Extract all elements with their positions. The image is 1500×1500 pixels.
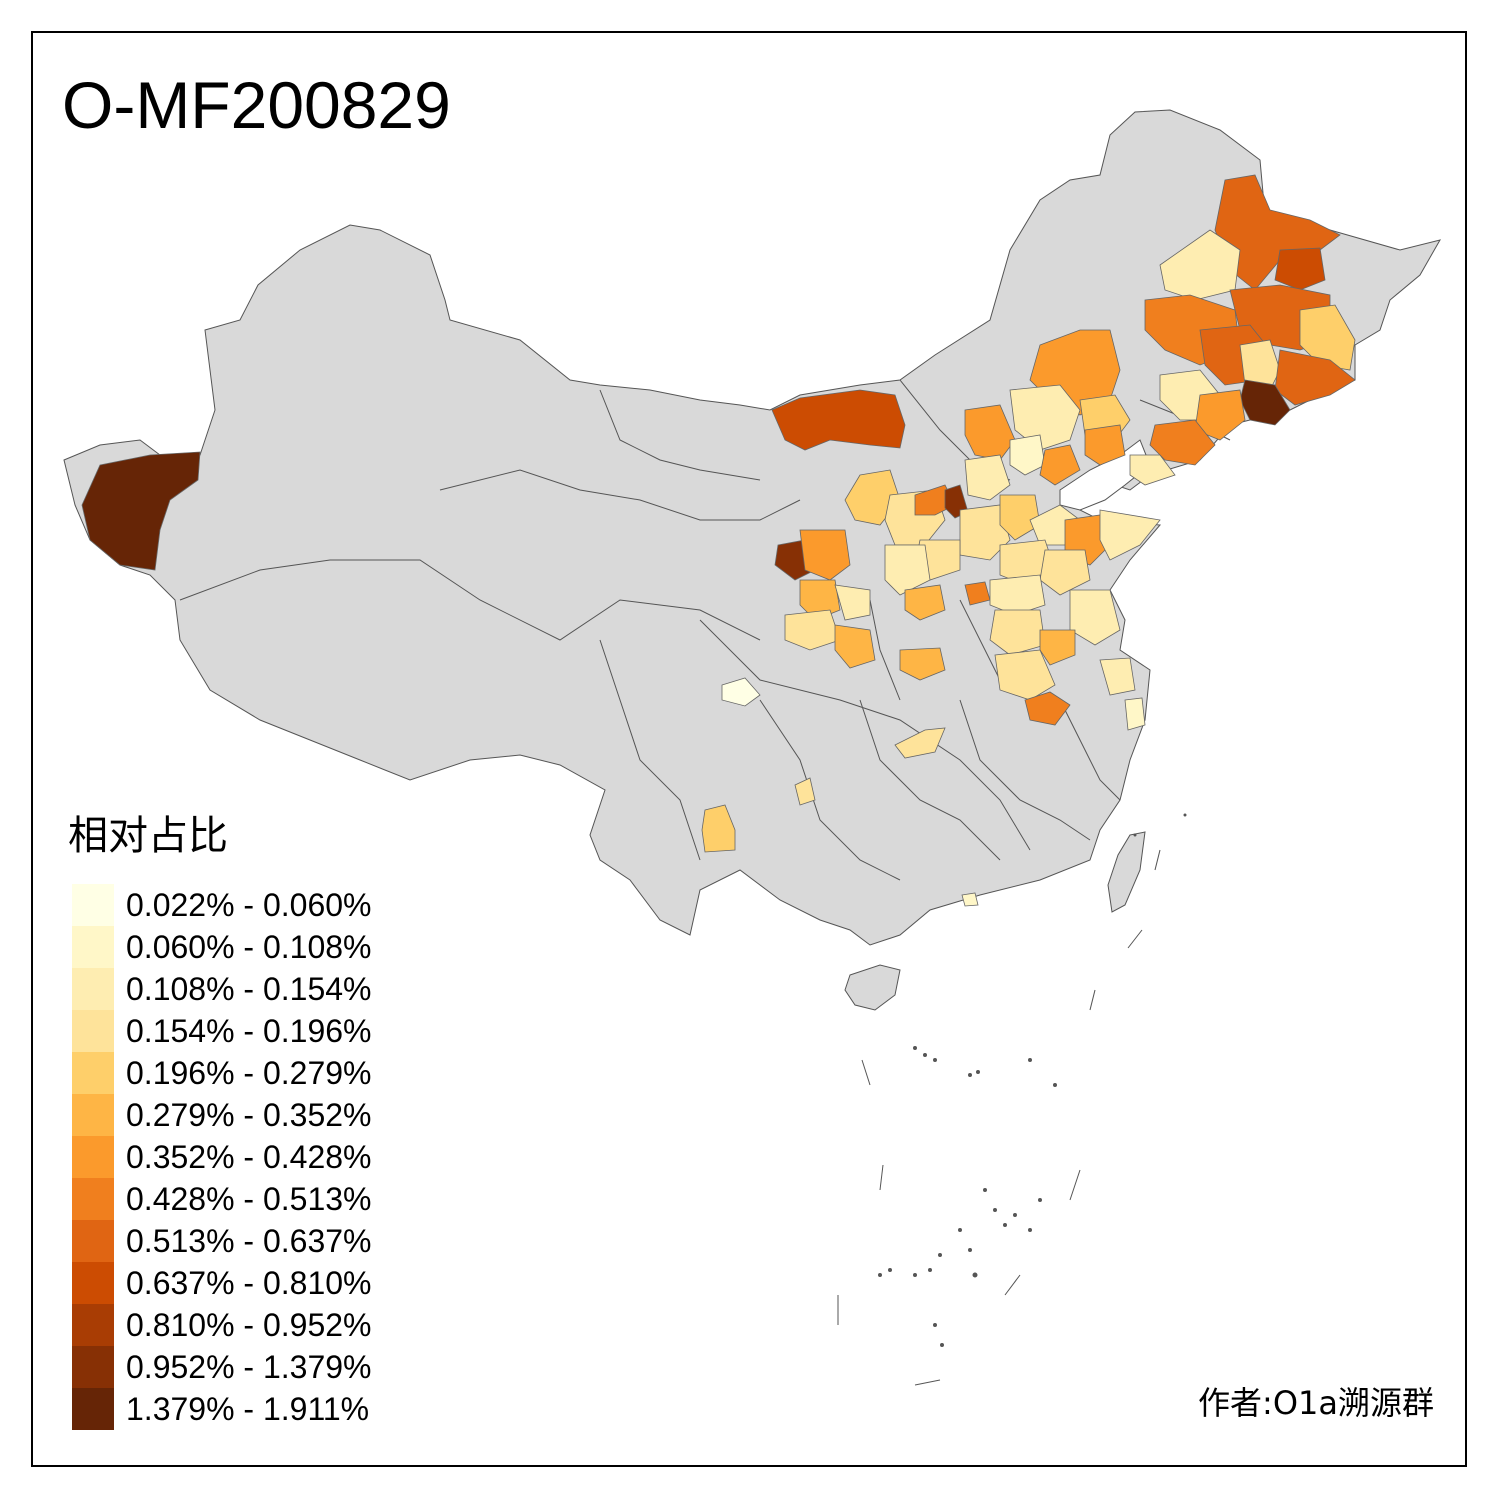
region-heihe [1274,247,1326,291]
legend-swatch [72,1346,114,1388]
legend-swatch [72,968,114,1010]
region-jiamusi [1299,304,1356,371]
legend-swatch [72,1136,114,1178]
legend-item: 0.513% - 0.637% [72,1220,412,1262]
legend-label: 0.060% - 0.108% [126,929,372,965]
legend-swatch [72,926,114,968]
region-henan-c [989,609,1046,656]
legend-swatch [72,1178,114,1220]
region-kashgar [81,451,201,571]
region-chifeng [1009,384,1081,451]
region-chengde [1084,424,1126,466]
region-dalian [1129,454,1176,486]
scs-islands [837,813,1187,1386]
region-datong [964,454,1011,501]
colored-regions [81,174,1356,907]
region-shandong-c [1039,549,1091,596]
region-anhui-n [1039,629,1076,666]
region-pingliang [834,584,871,621]
region-liaoning-n [1149,419,1216,466]
region-alxa [771,389,906,451]
legend-item: 0.352% - 0.428% [72,1136,412,1178]
legend-label: 0.154% - 0.196% [126,1013,372,1049]
legend-title: 相对占比 [68,813,228,859]
legend-item: 1.379% - 1.911% [72,1388,412,1430]
legend-item: 0.022% - 0.060% [72,884,412,926]
region-shandong-e [1099,509,1161,561]
legend-swatch [72,1094,114,1136]
region-baoji [834,624,876,669]
author-credit: 作者:O1a溯源群 [1198,1384,1434,1422]
legend-item: 0.108% - 0.154% [72,968,412,1010]
legend-item: 0.060% - 0.108% [72,926,412,968]
legend-swatch [72,1304,114,1346]
region-guangdong [961,892,979,907]
region-jiangsu-n [1069,589,1121,646]
legend-item: 0.154% - 0.196% [72,1010,412,1052]
hainan-island [844,964,901,1011]
region-aba [721,677,761,707]
legend: 0.022% - 0.060% 0.060% - 0.108% 0.108% - 0… [72,884,412,1430]
legend-label: 0.428% - 0.513% [126,1181,372,1217]
region-yanan [884,544,931,596]
legend-label: 0.513% - 0.637% [126,1223,372,1259]
region-guizhou [794,777,816,806]
region-mudanjiang [1239,339,1281,391]
legend-item: 0.810% - 0.952% [72,1304,412,1346]
legend-swatch [72,884,114,926]
region-ordos [844,469,901,526]
region-hubei-e [1024,691,1071,726]
legend-item: 0.279% - 0.352% [72,1094,412,1136]
legend-item: 0.196% - 0.279% [72,1052,412,1094]
region-henan-s [994,649,1056,701]
legend-swatch [72,1010,114,1052]
region-zhangjiakou [1009,434,1046,476]
legend-label: 1.379% - 1.911% [126,1391,370,1427]
legend-label: 0.108% - 0.154% [126,971,372,1007]
map-title: O-MF200829 [62,68,451,142]
taiwan-island [1107,831,1146,913]
region-ankang [899,647,946,681]
base-land [63,109,1442,1011]
region-ningxia-c [799,529,851,581]
legend-label: 0.810% - 0.952% [126,1307,372,1343]
region-nanjing [1099,657,1136,696]
legend-label: 0.196% - 0.279% [126,1055,372,1091]
legend-label: 0.022% - 0.060% [126,887,372,923]
region-yunnan [701,804,736,853]
region-chongqing [894,727,946,759]
legend-label: 0.352% - 0.428% [126,1139,372,1175]
legend-item: 0.952% - 1.379% [72,1346,412,1388]
legend-label: 0.637% - 0.810% [126,1265,372,1301]
legend-item: 0.637% - 0.810% [72,1262,412,1304]
legend-swatch [72,1220,114,1262]
legend-swatch [72,1388,114,1430]
legend-label: 0.952% - 1.379% [126,1349,372,1385]
region-shanxi-e [999,494,1041,541]
legend-label: 0.279% - 0.352% [126,1097,372,1133]
region-hebei-n [1039,444,1081,486]
legend-swatch [72,1052,114,1094]
legend-swatch [72,1262,114,1304]
region-zhejiang-n [1124,697,1146,731]
region-tianshui [784,609,841,651]
legend-item: 0.428% - 0.513% [72,1178,412,1220]
region-weinan [904,584,946,621]
